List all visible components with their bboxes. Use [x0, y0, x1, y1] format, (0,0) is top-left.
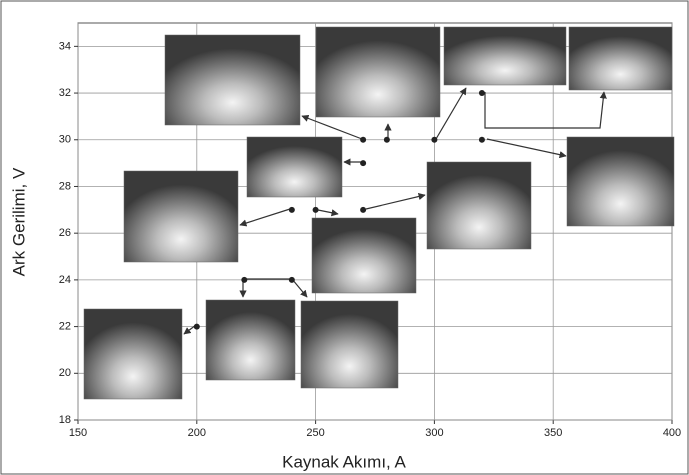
y-axis-title: Ark Gerilimi, V — [9, 167, 28, 276]
arrow — [302, 116, 362, 139]
chart: 150 200 250 300 350 400 18 20 22 24 26 28 30 32 34 Kay… — [0, 0, 689, 475]
x-tick-label: 200 — [188, 427, 206, 439]
data-point — [360, 160, 366, 166]
arc-photo — [124, 171, 238, 262]
data-point — [289, 207, 295, 213]
arc-photo — [84, 309, 182, 399]
data-point — [194, 324, 200, 330]
arrow — [487, 139, 566, 156]
arc-photo — [316, 27, 440, 117]
x-tick-label: 400 — [663, 427, 681, 439]
arc-photo — [206, 300, 295, 380]
y-tick-label: 28 — [59, 180, 71, 192]
data-point — [360, 137, 366, 143]
y-tick-label: 22 — [59, 320, 71, 332]
arrow — [485, 92, 604, 128]
arc-photo — [312, 218, 416, 293]
arrow — [366, 195, 425, 209]
y-tick-label: 20 — [59, 367, 71, 379]
y-tick-label: 32 — [59, 87, 71, 99]
x-tick-label: 150 — [69, 427, 87, 439]
arc-photo — [569, 27, 672, 90]
arc-photo — [247, 137, 342, 197]
x-tick-label: 350 — [544, 427, 562, 439]
arc-photo — [301, 301, 398, 388]
y-tick-label: 30 — [59, 134, 71, 146]
photos — [84, 27, 674, 399]
y-tick-label: 24 — [59, 274, 71, 286]
arrow — [240, 209, 290, 225]
data-point — [241, 277, 247, 283]
data-point — [431, 137, 437, 143]
arrow — [292, 279, 307, 297]
data-point — [289, 277, 295, 283]
arc-photo — [444, 27, 566, 85]
x-tick-label: 300 — [425, 427, 443, 439]
arc-photo — [567, 137, 674, 226]
y-tick-label: 18 — [59, 414, 71, 426]
data-point — [313, 207, 319, 213]
y-tick-label: 26 — [59, 227, 71, 239]
y-tick-label: 34 — [59, 40, 71, 52]
data-point — [360, 207, 366, 213]
data-point — [479, 90, 485, 96]
arc-photo — [427, 162, 531, 249]
arrow — [436, 88, 466, 139]
x-tick-label: 250 — [306, 427, 324, 439]
data-point — [384, 137, 390, 143]
arc-photo — [165, 35, 300, 125]
arrow — [318, 210, 338, 214]
data-point — [479, 137, 485, 143]
x-axis-title: Kaynak Akımı, A — [282, 452, 406, 471]
